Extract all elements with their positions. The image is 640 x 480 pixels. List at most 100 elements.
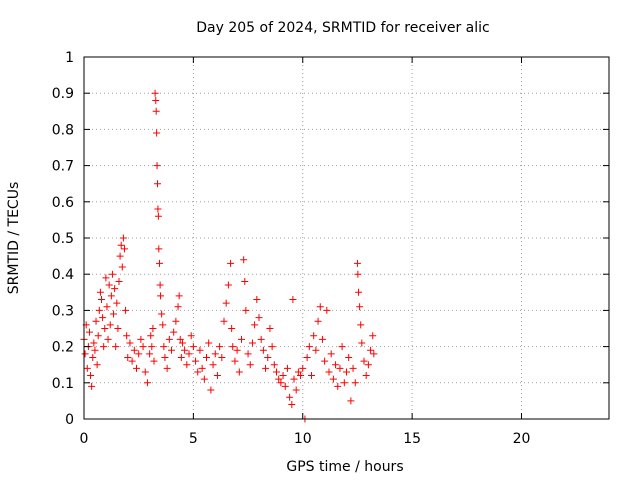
data-point: [240, 256, 248, 264]
data-point: [101, 325, 109, 332]
x-axis-label: GPS time / hours: [286, 459, 403, 475]
x-tick-label: 10: [294, 431, 312, 447]
data-point: [107, 292, 115, 300]
data-point: [292, 386, 300, 394]
data-point: [139, 343, 147, 351]
data-point: [329, 375, 337, 383]
data-point: [176, 335, 184, 343]
data-point: [159, 321, 167, 329]
data-point: [218, 353, 226, 361]
data-point: [150, 357, 158, 365]
data-point: [168, 346, 175, 354]
data-point: [279, 372, 287, 380]
data-point: [103, 303, 111, 311]
data-point: [88, 382, 96, 390]
y-tick-label: 0.3: [52, 303, 74, 319]
data-point: [257, 335, 265, 343]
data-point: [116, 252, 124, 260]
y-tick-label: 0.4: [52, 267, 74, 283]
data-point: [277, 379, 285, 387]
data-point: [238, 335, 245, 343]
data-point: [105, 281, 113, 289]
data-point: [85, 328, 93, 336]
data-point: [155, 245, 163, 253]
data-point: [207, 386, 215, 394]
data-point: [268, 343, 276, 351]
data-point: [118, 263, 126, 271]
data-point: [153, 162, 161, 170]
data-points: [80, 89, 378, 423]
data-point: [137, 335, 145, 343]
data-point: [96, 288, 104, 296]
data-point: [305, 343, 313, 351]
data-point: [275, 375, 283, 383]
data-point: [92, 317, 100, 325]
data-point: [362, 372, 370, 380]
data-point: [308, 372, 315, 380]
grid-lines: [84, 57, 609, 419]
data-point: [222, 299, 230, 307]
data-point: [251, 321, 259, 329]
data-point: [289, 296, 297, 304]
data-point: [343, 368, 350, 376]
data-point: [303, 353, 311, 361]
data-point: [154, 205, 162, 213]
data-point: [370, 350, 378, 358]
data-point: [273, 368, 280, 376]
data-point: [106, 321, 114, 329]
data-point: [174, 303, 182, 311]
data-point: [336, 364, 344, 372]
data-point: [310, 332, 318, 340]
y-tick-label: 1: [65, 50, 74, 66]
data-point: [152, 107, 160, 115]
data-point: [229, 343, 237, 351]
data-point: [235, 368, 243, 376]
data-point: [110, 310, 118, 318]
data-point: [90, 339, 98, 347]
data-point: [262, 364, 270, 372]
data-point: [146, 350, 154, 358]
data-point: [91, 346, 99, 354]
data-point: [124, 353, 132, 361]
data-point: [200, 375, 208, 383]
data-point: [334, 382, 342, 390]
data-point: [158, 310, 166, 318]
data-point: [327, 350, 335, 358]
data-point: [196, 346, 204, 354]
data-point: [294, 368, 302, 376]
data-point: [152, 96, 160, 104]
data-point: [123, 332, 131, 340]
data-point: [112, 343, 120, 351]
data-point: [220, 317, 228, 325]
data-point: [83, 364, 91, 372]
data-point: [155, 259, 163, 267]
data-point: [102, 274, 110, 282]
data-point: [227, 259, 235, 267]
data-point: [290, 375, 298, 383]
y-tick-label: 0.5: [52, 231, 74, 247]
data-point: [367, 346, 375, 354]
data-point: [87, 372, 95, 380]
data-point: [248, 339, 256, 347]
data-point: [314, 317, 322, 325]
y-tick-label: 0.9: [52, 86, 74, 102]
data-point: [122, 306, 130, 314]
data-point: [246, 361, 254, 369]
data-point: [161, 353, 169, 361]
x-tick-label: 5: [189, 431, 198, 447]
data-point: [165, 335, 173, 343]
data-point: [108, 270, 116, 278]
data-point: [325, 368, 333, 376]
data-point: [113, 299, 121, 307]
data-point: [205, 339, 213, 347]
data-point: [147, 332, 155, 340]
data-point: [318, 335, 326, 343]
data-point: [185, 350, 193, 358]
x-tick-label: 0: [80, 431, 89, 447]
data-point: [151, 89, 159, 97]
data-point: [81, 350, 89, 358]
data-point: [231, 357, 239, 365]
data-point: [312, 346, 320, 354]
y-axis-label: SRMTID / TECUs: [6, 182, 22, 295]
